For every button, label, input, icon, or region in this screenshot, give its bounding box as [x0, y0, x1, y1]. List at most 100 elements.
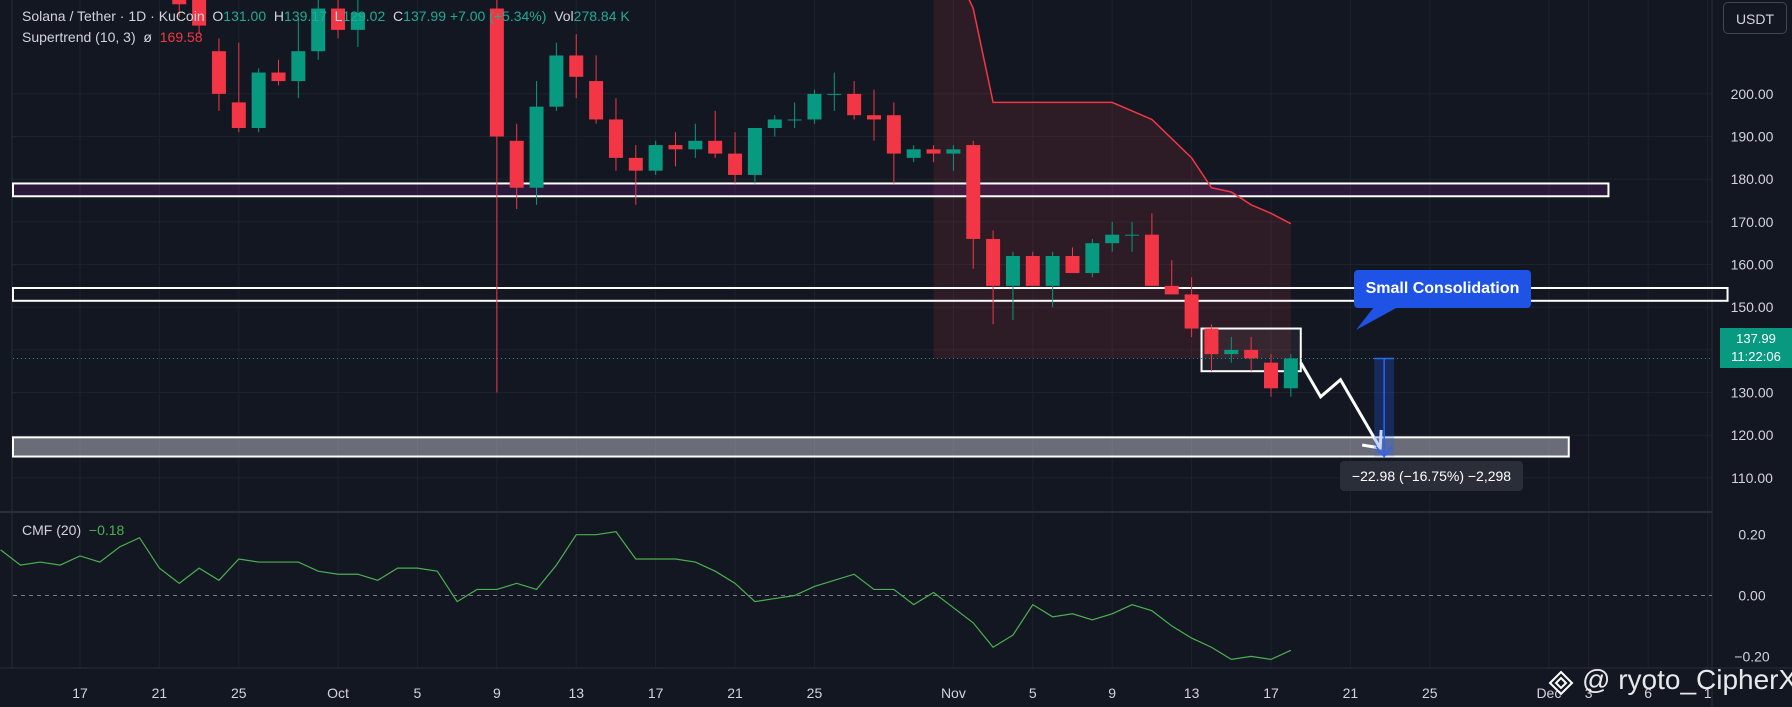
candle-body [1065, 256, 1080, 274]
symbol-info[interactable]: Solana / Tether · 1D · KuCoin O131.00 H1… [22, 8, 630, 24]
support-resistance-zone[interactable] [12, 436, 1570, 458]
measure-label: −22.98 (−16.75%) −2,298 [1340, 461, 1523, 491]
price-tick-label: 200.00 [1731, 86, 1774, 102]
candle-body [886, 115, 901, 154]
high-label: H [273, 8, 285, 24]
support-resistance-zone[interactable] [12, 287, 1729, 302]
candle-body [787, 119, 802, 121]
candle-body [529, 106, 544, 188]
consolidation-callout[interactable]: Small Consolidation [1354, 270, 1531, 308]
time-tick-label: 5 [1029, 685, 1037, 701]
candle-body [251, 72, 266, 128]
price-tick-label: 120.00 [1731, 427, 1774, 443]
candle-body [1244, 349, 1259, 359]
callout-pointer [1356, 307, 1398, 330]
price-tick-label: 190.00 [1731, 129, 1774, 145]
candle-body [350, 12, 365, 30]
candle-body [728, 153, 743, 175]
candle-body [172, 0, 187, 5]
eye-slash-icon[interactable]: ø [143, 29, 152, 45]
cmf-legend[interactable]: CMF (20) −0.18 [22, 522, 124, 538]
supertrend-value: 169.58 [159, 29, 203, 45]
time-tick-label: 3 [1585, 685, 1593, 701]
cmf-tick-label: −0.20 [1734, 648, 1770, 664]
time-tick-label: 17 [72, 685, 88, 701]
time-tick-label: 17 [1263, 685, 1279, 701]
watermark: @ ryoto_CipherX [1582, 664, 1792, 695]
price-tick-label: 130.00 [1731, 385, 1774, 401]
candle-body [807, 93, 822, 120]
binance-logo-icon [1548, 670, 1574, 696]
candle-body [211, 51, 226, 94]
cmf-label[interactable]: CMF (20) [22, 522, 82, 538]
candle-body [1144, 234, 1159, 286]
candle-body [291, 51, 306, 82]
candle-body [569, 55, 584, 77]
time-tick-label: 25 [231, 685, 247, 701]
candle-body [1264, 362, 1278, 389]
close-label: C [393, 8, 404, 24]
time-tick-label: 5 [414, 685, 422, 701]
candle-body [1105, 234, 1120, 244]
candle-body [867, 115, 881, 120]
time-tick-label: Oct [327, 685, 349, 701]
price-tick-label: 180.00 [1731, 171, 1774, 187]
price-tick-label: 150.00 [1731, 299, 1774, 315]
volume-value: 278.84 K [573, 8, 630, 24]
time-tick-label: 1 [1704, 685, 1712, 701]
time-tick-label: 21 [727, 685, 743, 701]
supertrend-label[interactable]: Supertrend (10, 3) [22, 29, 136, 45]
candle-body [1224, 349, 1239, 355]
cmf-tick-label: 0.20 [1738, 527, 1765, 543]
candle-body [608, 119, 623, 158]
time-tick-label: 9 [493, 685, 501, 701]
candle-body [708, 140, 723, 154]
cmf-tick-label: 0.00 [1738, 588, 1765, 604]
candle-body [271, 72, 286, 82]
support-resistance-zone[interactable] [12, 182, 1610, 198]
candle-body [231, 102, 246, 128]
candle-body [509, 140, 524, 188]
candle-body [549, 55, 564, 107]
candle-body [1164, 285, 1179, 295]
candle-body [827, 93, 842, 95]
candle-body [1184, 294, 1199, 329]
candle-body [1204, 328, 1219, 355]
candle-body [966, 145, 981, 239]
candle-body [1005, 256, 1020, 286]
price-tick-label: 110.00 [1731, 470, 1773, 486]
open-value: 131.00 [223, 8, 267, 24]
time-tick-label: 6 [1644, 685, 1652, 701]
candle-body [688, 140, 703, 150]
candle-body [628, 157, 643, 171]
supertrend-line [968, 0, 1292, 225]
last-price: 137.99 [1736, 331, 1776, 346]
open-label: O [212, 8, 224, 24]
currency-button[interactable]: USDT [1723, 2, 1787, 34]
candle-body [1045, 256, 1060, 286]
time-tick-label: 21 [152, 685, 168, 701]
time-tick-label: Nov [941, 685, 966, 701]
cmf-line [0, 530, 1292, 661]
supertrend-legend[interactable]: Supertrend (10, 3) ø 169.58 [22, 29, 203, 45]
change-value: +7.00 (+5.34%) [449, 8, 547, 24]
candle-body [946, 149, 961, 154]
candle-body [1283, 358, 1298, 389]
candle-body [1085, 243, 1100, 274]
symbol-name[interactable]: Solana / Tether · 1D · KuCoin [22, 8, 205, 24]
time-tick-label: 25 [1422, 685, 1438, 701]
projection-arrow [1299, 361, 1382, 449]
candle-body [331, 8, 346, 30]
candle-body [311, 8, 326, 52]
candle-body [926, 149, 941, 154]
cmf-value: −0.18 [88, 522, 125, 538]
price-tick-label: 160.00 [1731, 257, 1774, 273]
time-tick-label: 13 [568, 685, 584, 701]
candle-body [767, 119, 782, 128]
supertrend-fill [933, 0, 1291, 359]
candle-body [668, 145, 683, 150]
candle-body [192, 0, 207, 26]
bar-countdown: 11:22:06 [1731, 349, 1781, 364]
candle-body [648, 145, 663, 171]
